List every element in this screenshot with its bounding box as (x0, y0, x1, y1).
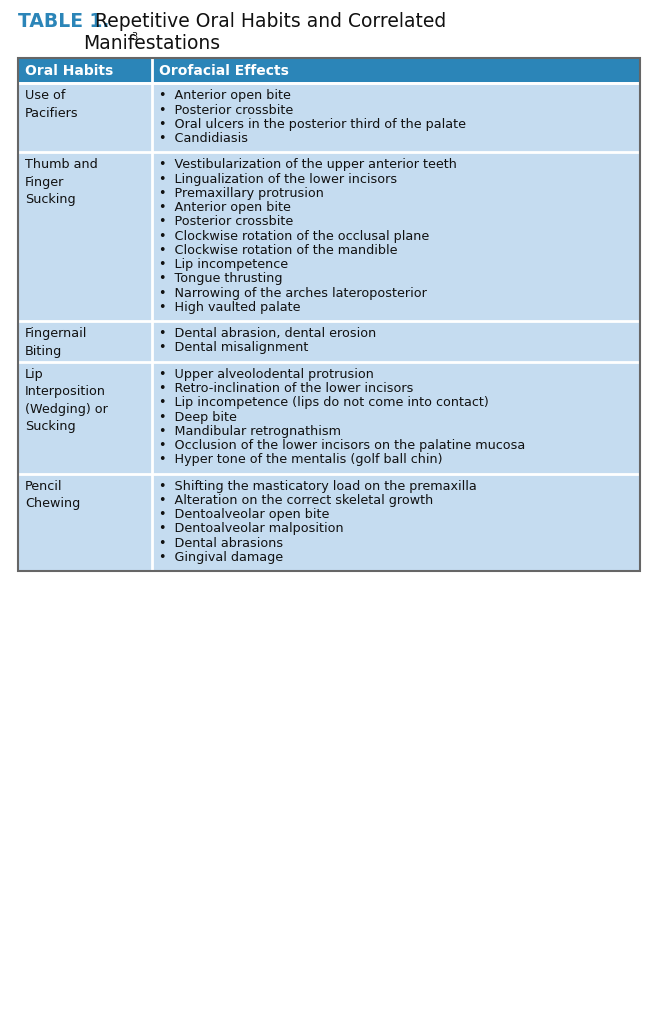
Text: •  Premaxillary protrusion: • Premaxillary protrusion (159, 187, 324, 200)
Text: •  Dentoalveolar open bite: • Dentoalveolar open bite (159, 508, 329, 521)
Bar (152, 473, 640, 571)
Text: •  Clockwise rotation of the mandible: • Clockwise rotation of the mandible (159, 244, 397, 257)
Text: TABLE 1.: TABLE 1. (18, 12, 109, 31)
Text: •  Retro-inclination of the lower incisors: • Retro-inclination of the lower incisor… (159, 382, 413, 395)
Text: 3: 3 (132, 32, 138, 42)
Text: •  Alteration on the correct skeletal growth: • Alteration on the correct skeletal gro… (159, 494, 433, 507)
Text: •  Tongue thrusting: • Tongue thrusting (159, 272, 282, 286)
Text: •  Dental abrasions: • Dental abrasions (159, 537, 283, 550)
Text: •  High vaulted palate: • High vaulted palate (159, 301, 300, 314)
Text: •  Shifting the masticatory load on the premaxilla: • Shifting the masticatory load on the p… (159, 479, 476, 493)
Text: •  Dental misalignment: • Dental misalignment (159, 341, 308, 354)
Bar (152, 83, 640, 153)
Bar (152, 153, 640, 322)
Text: •  Deep bite: • Deep bite (159, 411, 237, 424)
Text: Repetitive Oral Habits and Correlated
Manifestations: Repetitive Oral Habits and Correlated Ma… (83, 12, 446, 53)
Bar (18, 153, 152, 322)
Text: Oral Habits: Oral Habits (25, 63, 113, 78)
Bar (152, 322, 640, 361)
Text: •  Narrowing of the arches lateroposterior: • Narrowing of the arches lateroposterio… (159, 287, 426, 300)
Text: •  Vestibularization of the upper anterior teeth: • Vestibularization of the upper anterio… (159, 159, 457, 171)
Bar (18, 361, 152, 473)
Text: •  Dental abrasion, dental erosion: • Dental abrasion, dental erosion (159, 328, 376, 340)
Bar (18, 322, 152, 361)
Bar (18, 83, 152, 153)
Text: Thumb and
Finger
Sucking: Thumb and Finger Sucking (25, 159, 98, 207)
Bar (18, 58, 640, 571)
Text: •  Upper alveolodental protrusion: • Upper alveolodental protrusion (159, 368, 374, 381)
Bar (18, 473, 152, 571)
Text: •  Clockwise rotation of the occlusal plane: • Clockwise rotation of the occlusal pla… (159, 229, 429, 243)
Text: •  Lingualization of the lower incisors: • Lingualization of the lower incisors (159, 173, 397, 185)
Text: •  Anterior open bite: • Anterior open bite (159, 89, 291, 102)
Text: •  Posterior crossbite: • Posterior crossbite (159, 103, 293, 117)
Text: •  Oral ulcers in the posterior third of the palate: • Oral ulcers in the posterior third of … (159, 118, 466, 131)
Text: Lip
Interposition
(Wedging) or
Sucking: Lip Interposition (Wedging) or Sucking (25, 368, 108, 433)
Text: •  Lip incompetence (lips do not come into contact): • Lip incompetence (lips do not come int… (159, 396, 488, 410)
Text: •  Gingival damage: • Gingival damage (159, 551, 283, 564)
Text: •  Mandibular retrognathism: • Mandibular retrognathism (159, 425, 341, 438)
Text: Fingernail
Biting: Fingernail Biting (25, 328, 88, 357)
Text: Use of
Pacifiers: Use of Pacifiers (25, 89, 78, 120)
Text: •  Dentoalveolar malposition: • Dentoalveolar malposition (159, 522, 343, 536)
Bar (152, 361, 640, 473)
Text: •  Posterior crossbite: • Posterior crossbite (159, 215, 293, 228)
Text: •  Lip incompetence: • Lip incompetence (159, 258, 288, 271)
Text: •  Anterior open bite: • Anterior open bite (159, 201, 291, 214)
Text: Orofacial Effects: Orofacial Effects (159, 63, 289, 78)
Text: Pencil
Chewing: Pencil Chewing (25, 479, 80, 510)
Bar (18, 58, 640, 83)
Text: •  Hyper tone of the mentalis (golf ball chin): • Hyper tone of the mentalis (golf ball … (159, 454, 442, 466)
Text: •  Occlusion of the lower incisors on the palatine mucosa: • Occlusion of the lower incisors on the… (159, 439, 525, 452)
Text: •  Candidiasis: • Candidiasis (159, 132, 247, 145)
